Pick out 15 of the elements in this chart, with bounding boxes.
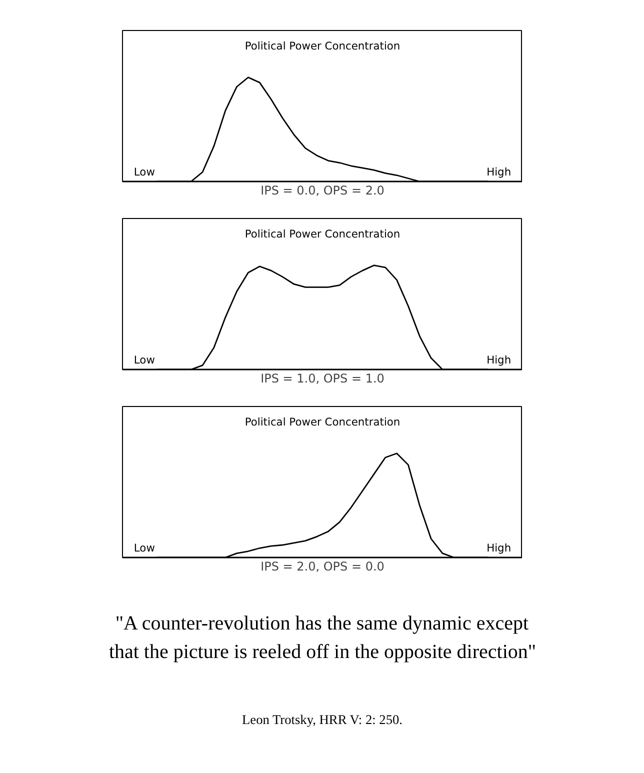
- chart-title: Political Power Concentration: [244, 40, 400, 53]
- annotation: High: [486, 165, 512, 178]
- x-axis-title: IPS = 0.0, OPS = 2.0: [260, 184, 384, 198]
- annotation: High: [486, 353, 512, 366]
- chart-title: Political Power Concentration: [244, 416, 400, 429]
- annotation: High: [486, 541, 512, 554]
- text: "A counter-revolution has the same dynamic except: [115, 612, 529, 634]
- text: Leon Trotsky, HRR V: 2: 250.: [242, 712, 402, 727]
- annotation: Low: [134, 541, 156, 554]
- x-axis-title: IPS = 1.0, OPS = 1.0: [260, 372, 384, 386]
- chart-title: Political Power Concentration: [244, 228, 400, 241]
- annotation: Low: [134, 165, 156, 178]
- x-axis-title: IPS = 2.0, OPS = 0.0: [260, 560, 384, 574]
- text: that the picture is reeled off in the opposite direction": [108, 641, 536, 664]
- annotation: Low: [134, 353, 156, 366]
